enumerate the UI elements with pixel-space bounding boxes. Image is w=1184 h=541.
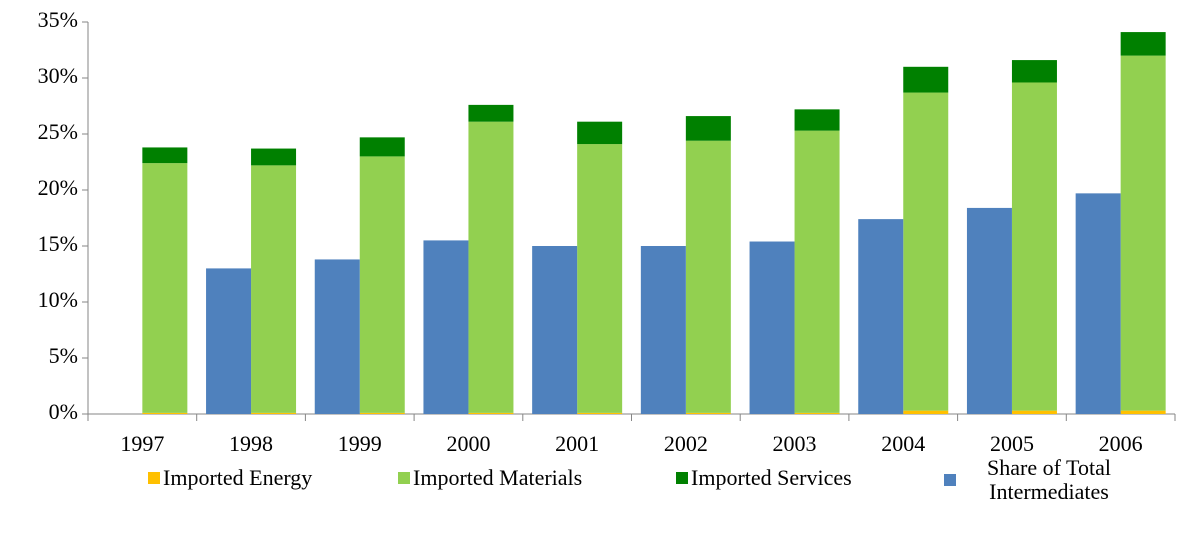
bar-segment <box>794 130 840 413</box>
legend-label: Imported Energy <box>163 465 313 490</box>
y-tick-label: 20% <box>38 175 78 200</box>
bar-segment <box>359 412 405 414</box>
bar-segment <box>1011 82 1057 411</box>
legend-swatch <box>676 472 688 484</box>
bar-segment <box>685 116 731 141</box>
y-tick-label: 10% <box>38 287 78 312</box>
legend-item: Imported Energy <box>148 466 312 490</box>
y-tick-label: 5% <box>49 343 78 368</box>
bar <box>749 241 795 414</box>
bar-segment <box>468 121 514 413</box>
bar <box>1075 193 1121 414</box>
bar <box>532 246 578 414</box>
bar-segment <box>577 412 623 414</box>
y-tick-label: 35% <box>38 7 78 32</box>
x-tick-label: 1999 <box>338 431 382 456</box>
bar-segment <box>794 109 840 131</box>
x-tick-label: 2002 <box>664 431 708 456</box>
bar-segment <box>468 412 514 414</box>
bar-segment <box>142 412 188 414</box>
bar-segment <box>903 66 949 93</box>
bar-segment <box>251 148 297 166</box>
bar-segment <box>1120 32 1166 56</box>
x-tick-label: 2006 <box>1099 431 1143 456</box>
y-tick-label: 0% <box>49 399 78 424</box>
bar-segment <box>1011 60 1057 83</box>
y-tick-label: 25% <box>38 119 78 144</box>
bar-segment <box>359 156 405 413</box>
bar-segment <box>903 92 949 411</box>
bar-segment <box>577 121 623 145</box>
bar-segment <box>685 140 731 413</box>
bar <box>423 240 469 414</box>
bar <box>206 268 252 414</box>
x-tick-label: 2005 <box>990 431 1034 456</box>
bar-segment <box>903 410 949 414</box>
legend-label: Imported Materials <box>413 465 583 490</box>
bar <box>314 259 360 414</box>
legend-swatch <box>944 474 956 486</box>
legend-label: Imported Services <box>691 465 852 490</box>
bar <box>858 219 904 414</box>
x-tick-label: 2004 <box>881 431 925 456</box>
bar-segment <box>1011 410 1057 414</box>
bar-segment <box>142 163 188 413</box>
bar-segment <box>685 412 731 414</box>
legend-swatch <box>148 472 160 484</box>
x-tick-label: 2001 <box>555 431 599 456</box>
bar-segment <box>251 412 297 414</box>
legend-label: Share of Total Intermediates <box>987 455 1111 504</box>
bar-segment <box>577 144 623 413</box>
legend-item: Imported Services <box>676 466 852 490</box>
bar-segment <box>1120 55 1166 411</box>
x-tick-label: 1997 <box>120 431 164 456</box>
y-tick-label: 15% <box>38 231 78 256</box>
bar-segment <box>359 137 405 157</box>
legend: Imported Energy Imported Materials Importe… <box>0 456 1184 536</box>
bar-segment <box>468 104 514 122</box>
legend-item: Imported Materials <box>398 466 582 490</box>
x-tick-label: 2000 <box>446 431 490 456</box>
bar-segment <box>142 147 188 164</box>
legend-item: Share of Total Intermediates <box>944 456 1139 504</box>
bar-segment <box>251 165 297 413</box>
bar <box>966 207 1012 414</box>
x-tick-label: 1998 <box>229 431 273 456</box>
y-tick-label: 30% <box>38 63 78 88</box>
bar-segment <box>794 412 840 414</box>
x-tick-label: 2003 <box>773 431 817 456</box>
bar <box>640 246 686 414</box>
legend-swatch <box>398 472 410 484</box>
bar-segment <box>1120 410 1166 414</box>
chart: 0% 5% 10% 15% 20% 25% 30% 35% 1997 1998 1999 2000 20… <box>38 7 1176 456</box>
